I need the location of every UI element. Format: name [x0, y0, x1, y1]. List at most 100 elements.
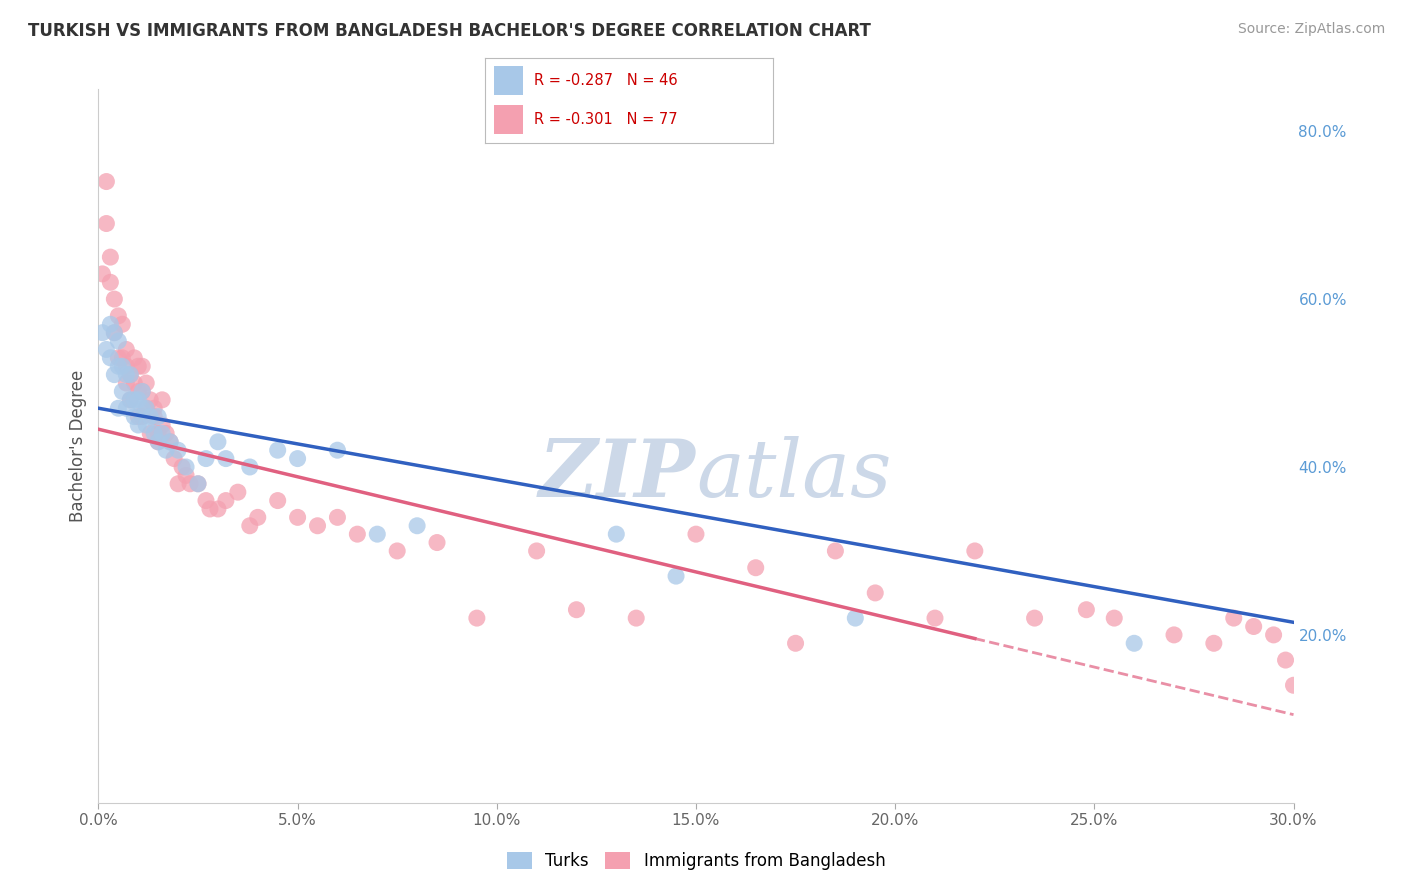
- Point: [150, 426, 173, 441]
- Point: [326, 510, 349, 524]
- Point: [124, 376, 146, 390]
- Point: [665, 569, 688, 583]
- Point: [107, 334, 129, 348]
- Point: [1243, 619, 1265, 633]
- Point: [124, 392, 146, 407]
- Point: [565, 603, 588, 617]
- Point: [96, 217, 118, 231]
- Point: [1163, 628, 1185, 642]
- Point: [107, 401, 129, 416]
- Point: [135, 376, 157, 390]
- Point: [115, 343, 138, 357]
- Point: [127, 359, 149, 374]
- Point: [163, 451, 186, 466]
- Point: [174, 460, 197, 475]
- Point: [115, 401, 138, 416]
- Point: [179, 476, 201, 491]
- Point: [239, 518, 262, 533]
- Bar: [494, 66, 523, 95]
- Point: [131, 384, 153, 399]
- Point: [107, 309, 129, 323]
- Point: [124, 351, 146, 365]
- Point: [198, 502, 221, 516]
- Point: [215, 493, 238, 508]
- Point: [127, 392, 149, 407]
- Point: [1263, 628, 1285, 642]
- Point: [150, 392, 173, 407]
- Y-axis label: Bachelor's Degree: Bachelor's Degree: [69, 370, 87, 522]
- Point: [605, 527, 627, 541]
- Point: [107, 359, 129, 374]
- Point: [963, 544, 986, 558]
- Point: [98, 351, 122, 365]
- Point: [103, 326, 125, 340]
- Point: [174, 468, 197, 483]
- Point: [924, 611, 946, 625]
- Point: [307, 518, 329, 533]
- Point: [135, 401, 157, 416]
- Point: [844, 611, 866, 625]
- Point: [1123, 636, 1146, 650]
- Point: [120, 392, 142, 407]
- Point: [98, 318, 122, 332]
- Point: [91, 267, 114, 281]
- Point: [111, 359, 134, 374]
- Point: [107, 351, 129, 365]
- Point: [120, 368, 142, 382]
- Point: [287, 451, 309, 466]
- Point: [187, 476, 209, 491]
- Point: [172, 460, 194, 475]
- Point: [1274, 653, 1296, 667]
- Point: [143, 409, 166, 424]
- Point: [98, 250, 122, 264]
- Point: [131, 384, 153, 399]
- Point: [526, 544, 548, 558]
- Point: [406, 518, 429, 533]
- Point: [131, 401, 153, 416]
- Point: [115, 368, 138, 382]
- Point: [131, 409, 153, 424]
- Point: [135, 401, 157, 416]
- Point: [863, 586, 887, 600]
- Point: [148, 434, 170, 449]
- Point: [385, 544, 408, 558]
- Point: [111, 351, 134, 365]
- Point: [685, 527, 707, 541]
- Point: [103, 368, 125, 382]
- Point: [103, 292, 125, 306]
- Point: [226, 485, 249, 500]
- Point: [1102, 611, 1125, 625]
- Text: atlas: atlas: [696, 436, 891, 513]
- Point: [103, 326, 125, 340]
- Point: [207, 434, 229, 449]
- Point: [626, 611, 648, 625]
- Point: [111, 384, 134, 399]
- Point: [745, 560, 768, 574]
- Point: [120, 392, 142, 407]
- Point: [187, 476, 209, 491]
- Point: [143, 426, 166, 441]
- Point: [1202, 636, 1225, 650]
- Point: [239, 460, 262, 475]
- Point: [143, 401, 166, 416]
- Point: [167, 443, 190, 458]
- Point: [194, 451, 218, 466]
- Point: [148, 434, 170, 449]
- Point: [115, 376, 138, 390]
- Point: [267, 493, 290, 508]
- Point: [131, 359, 153, 374]
- Point: [139, 409, 162, 424]
- Point: [246, 510, 269, 524]
- Point: [167, 476, 190, 491]
- Point: [96, 175, 118, 189]
- Point: [465, 611, 488, 625]
- Point: [155, 426, 177, 441]
- Point: [120, 368, 142, 382]
- Point: [127, 384, 149, 399]
- Point: [127, 409, 149, 424]
- Point: [1282, 678, 1305, 692]
- Point: [207, 502, 229, 516]
- Point: [139, 426, 162, 441]
- Point: [115, 359, 138, 374]
- Text: R = -0.287   N = 46: R = -0.287 N = 46: [534, 73, 678, 88]
